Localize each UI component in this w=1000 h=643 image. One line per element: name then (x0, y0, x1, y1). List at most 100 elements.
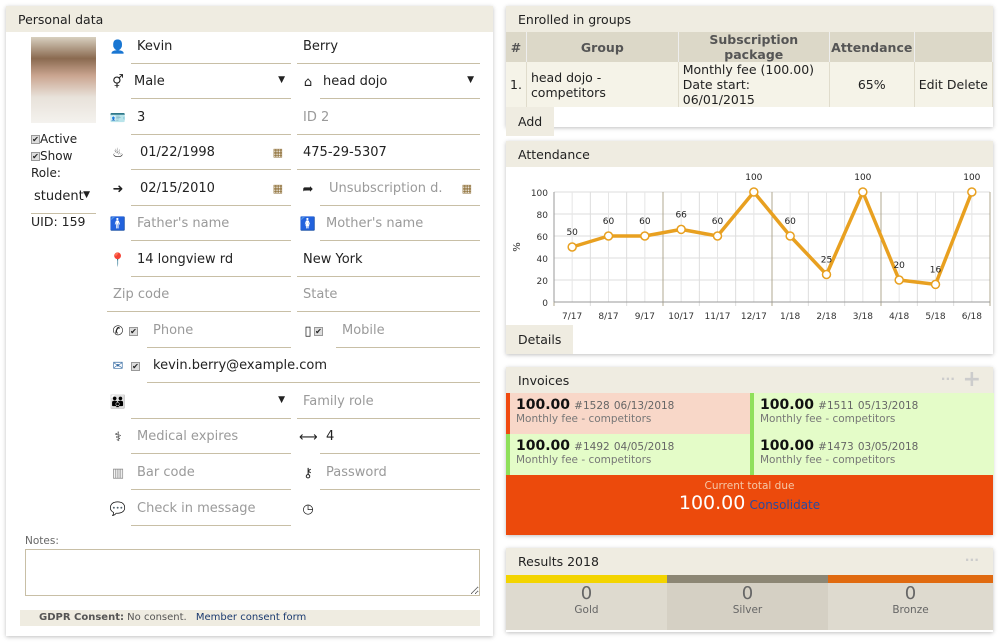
show-checkbox[interactable]: ✔Show (31, 149, 73, 163)
medical-expires-input[interactable]: Medical expires (131, 424, 291, 454)
panel-title: Personal data (6, 6, 493, 32)
y-tick-label: 40 (537, 255, 549, 265)
x-tick-label: 6/18 (962, 312, 982, 322)
barcode-icon: ▥ (111, 466, 125, 481)
mother-name-input[interactable]: Mother's name (320, 211, 480, 241)
total-due-label: Current total due (704, 480, 795, 492)
male-icon: 🚹 (109, 217, 127, 232)
clock-icon[interactable]: ◷ (302, 502, 314, 517)
email-checkbox[interactable]: ✔ (131, 362, 140, 371)
y-tick-label: 80 (537, 211, 549, 221)
panel-title: Attendance (506, 141, 993, 167)
address-input[interactable]: 14 longview rd (131, 247, 291, 277)
data-point (821, 269, 832, 280)
father-name-input[interactable]: Father's name (131, 211, 291, 241)
x-tick-label: 5/18 (925, 312, 945, 322)
home-icon: ⌂ (303, 75, 313, 90)
add-invoice-icon[interactable]: + (962, 367, 981, 392)
email-input[interactable]: kevin.berry@example.com (147, 353, 480, 383)
family-icon: 👪 (109, 395, 127, 410)
gender-select[interactable]: Male ▼ (131, 69, 291, 99)
birthday-cake-icon: ♨ (112, 146, 124, 161)
total-due-amount: 100.00 (678, 492, 746, 514)
data-label: 50 (566, 228, 578, 238)
more-icon[interactable]: ··· (964, 552, 979, 567)
series-line (571, 190, 974, 287)
data-label: 100 (854, 173, 871, 183)
zip-input[interactable]: Zip code (107, 282, 291, 312)
last-name-input[interactable]: Berry (297, 34, 480, 64)
birth-date-input[interactable]: 01/22/1998 ▦ (131, 140, 291, 170)
consent-form-link[interactable]: Member consent form (195, 612, 307, 623)
silver-result: 0 Silver (667, 583, 828, 630)
data-point (858, 187, 868, 197)
family-role-input[interactable]: Family role (297, 389, 480, 419)
data-label: 20 (893, 261, 905, 271)
invoice-item[interactable]: 100.00 #1492 04/05/2018 Monthly fee - com… (506, 434, 750, 475)
consolidate-link[interactable]: Consolidate (749, 498, 821, 512)
phone-checkbox[interactable]: ✔ (129, 327, 138, 336)
first-name-input[interactable]: Kevin (131, 34, 291, 64)
invoice-item[interactable]: 100.00 #1528 06/13/2018 Monthly fee - com… (506, 393, 750, 434)
data-label: 66 (675, 210, 687, 220)
mobile-checkbox[interactable]: ✔ (314, 327, 323, 336)
data-point (712, 231, 723, 241)
x-tick-label: 8/17 (598, 312, 618, 322)
role-select[interactable]: student ▼ (31, 184, 96, 214)
female-icon: 🚺 (299, 217, 317, 232)
details-button[interactable]: Details (506, 325, 574, 354)
panel-title: Results 2018 ··· (506, 548, 993, 575)
x-tick-label: 12/17 (741, 312, 767, 322)
more-icon[interactable]: ··· (940, 371, 955, 386)
gender-icon: ⚥ (112, 75, 124, 90)
notes-textarea[interactable] (25, 549, 480, 596)
edit-link[interactable]: Edit (918, 77, 943, 92)
gdpr-bar: GDPR Consent: No consent. Member consent… (20, 610, 480, 626)
data-point (967, 187, 977, 197)
data-point (894, 275, 904, 285)
password-input[interactable]: Password (320, 460, 480, 490)
role-label: Role: (31, 166, 61, 180)
total-due-box: Current total due 100.00 Consolidate (506, 475, 993, 535)
key-icon: ⚷ (303, 466, 313, 481)
delete-link[interactable]: Delete (946, 77, 988, 92)
envelope-icon: ✉ (112, 359, 124, 374)
data-label: 60 (603, 217, 615, 227)
panel-title: Enrolled in groups (506, 6, 993, 32)
data-label: 60 (712, 217, 724, 227)
id1-input[interactable]: 3 (131, 105, 291, 135)
add-group-button[interactable]: Add (506, 107, 555, 136)
family-select[interactable]: ▼ (131, 389, 291, 419)
id2-input[interactable]: ID 2 (297, 105, 480, 135)
x-tick-label: 9/17 (635, 312, 655, 322)
invoice-item[interactable]: 100.00 #1473 03/05/2018 Monthly fee - com… (750, 434, 994, 475)
mobile-icon: ▯ (304, 324, 312, 339)
size-input[interactable]: 4 (320, 424, 480, 454)
panel-title: Invoices ··· + (506, 367, 993, 393)
phone-icon: ✆ (112, 324, 124, 339)
subscription-date-input[interactable]: 02/15/2010 ▦ (131, 176, 291, 206)
comment-icon: 💬 (109, 502, 127, 517)
checkin-message-input[interactable]: Check in message (131, 496, 291, 526)
x-tick-label: 3/18 (853, 312, 873, 322)
personal-data-panel: Personal data ✔Active ✔Show Role: studen… (6, 6, 493, 636)
ssn-input[interactable]: 475-29-5307 (297, 140, 480, 170)
state-input[interactable]: State (297, 282, 480, 312)
invoice-item[interactable]: 100.00 #1511 05/13/2018 Monthly fee - com… (750, 393, 994, 434)
unsubscription-date-input[interactable]: Unsubscription d. ▦ (320, 176, 480, 206)
sign-in-icon: ➜ (112, 182, 124, 197)
x-tick-label: 2/18 (816, 312, 836, 322)
calendar-icon[interactable]: ▦ (272, 182, 283, 195)
active-checkbox[interactable]: ✔Active (31, 132, 78, 146)
table-row: 1. head dojo - competitors Monthly fee (… (506, 62, 994, 107)
dojo-select[interactable]: head dojo ▼ (320, 69, 480, 99)
uid: UID: 159 (31, 214, 86, 229)
calendar-icon[interactable]: ▦ (272, 146, 283, 159)
barcode-input[interactable]: Bar code (131, 460, 291, 490)
phone-input[interactable]: Phone (147, 318, 291, 348)
data-label: 25 (821, 256, 832, 266)
mobile-input[interactable]: Mobile (336, 318, 480, 348)
data-point (749, 187, 759, 197)
city-input[interactable]: New York (297, 247, 480, 277)
calendar-icon[interactable]: ▦ (461, 182, 472, 195)
